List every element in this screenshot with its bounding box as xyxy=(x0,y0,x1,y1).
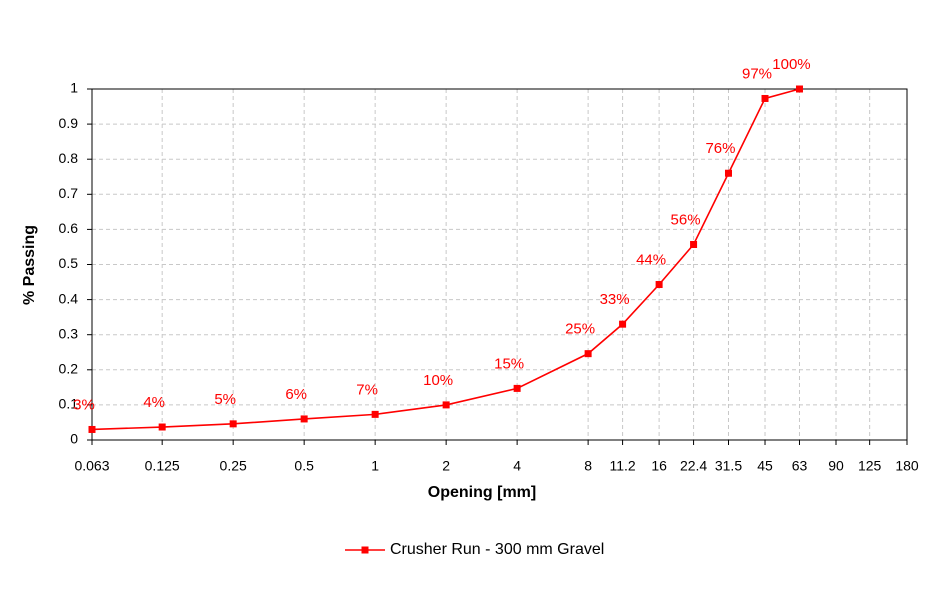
y-tick-label: 0.4 xyxy=(59,290,79,306)
marker xyxy=(442,401,450,409)
x-tick-label: 2 xyxy=(442,458,450,474)
data-label: 10% xyxy=(423,372,453,389)
data-label: 56% xyxy=(671,211,701,228)
y-tick-label: 0.7 xyxy=(59,185,79,201)
x-tick-label: 4 xyxy=(513,458,521,474)
data-label: 76% xyxy=(705,140,735,157)
data-label: 44% xyxy=(636,251,666,268)
marker xyxy=(584,350,592,358)
series-line xyxy=(91,88,800,431)
y-tick-label: 0.8 xyxy=(59,150,79,166)
y-tick-label: 0.6 xyxy=(59,220,79,236)
x-tick-label: 0.5 xyxy=(294,458,314,474)
x-tick-label: 16 xyxy=(651,458,667,474)
x-tick-label: 180 xyxy=(895,458,919,474)
y-axis-title: % Passing xyxy=(21,225,38,305)
marker xyxy=(513,384,521,392)
data-label: 97% xyxy=(742,65,772,82)
x-axis-title: Opening [mm] xyxy=(428,484,536,501)
data-label: 3% xyxy=(73,396,95,413)
marker xyxy=(724,169,732,177)
data-label: 15% xyxy=(494,355,524,372)
y-tick-label: 0.3 xyxy=(59,325,79,341)
legend-label: Crusher Run - 300 mm Gravel xyxy=(390,541,604,558)
y-tick-label: 1 xyxy=(70,80,78,96)
marker xyxy=(619,320,627,328)
marker xyxy=(229,420,237,428)
x-tick-label: 63 xyxy=(792,458,808,474)
data-label: 6% xyxy=(285,386,307,403)
data-label: 100% xyxy=(772,56,810,73)
y-tick-label: 0.9 xyxy=(59,115,79,131)
marker xyxy=(795,85,803,93)
x-tick-label: 0.25 xyxy=(220,458,247,474)
marker xyxy=(300,415,308,423)
y-tick-label: 0.1 xyxy=(59,396,79,412)
y-tick-label: 0.5 xyxy=(59,255,79,271)
marker xyxy=(88,425,96,433)
x-tick-label: 0.063 xyxy=(74,458,109,474)
x-tick-label: 8 xyxy=(584,458,592,474)
y-tick-label: 0.2 xyxy=(59,361,79,377)
marker xyxy=(655,281,663,289)
x-tick-label: 90 xyxy=(828,458,844,474)
x-tick-label: 31.5 xyxy=(715,458,742,474)
x-tick-label: 125 xyxy=(858,458,882,474)
data-label: 7% xyxy=(356,381,378,398)
plot-frame xyxy=(91,88,908,441)
marker xyxy=(158,423,166,431)
y-tick-label: 0 xyxy=(70,431,78,447)
legend-marker xyxy=(361,546,369,554)
x-tick-label: 0.125 xyxy=(145,458,180,474)
x-tick-label: 11.2 xyxy=(609,458,635,474)
data-label: 4% xyxy=(143,394,165,411)
marker xyxy=(371,410,379,418)
marker xyxy=(690,240,698,248)
marker xyxy=(761,94,769,102)
data-label: 25% xyxy=(565,321,595,338)
x-tick-label: 45 xyxy=(757,458,773,474)
x-tick-label: 1 xyxy=(371,458,379,474)
x-tick-label: 22.4 xyxy=(680,458,707,474)
data-label: 33% xyxy=(600,291,630,308)
data-label: 5% xyxy=(214,391,236,408)
